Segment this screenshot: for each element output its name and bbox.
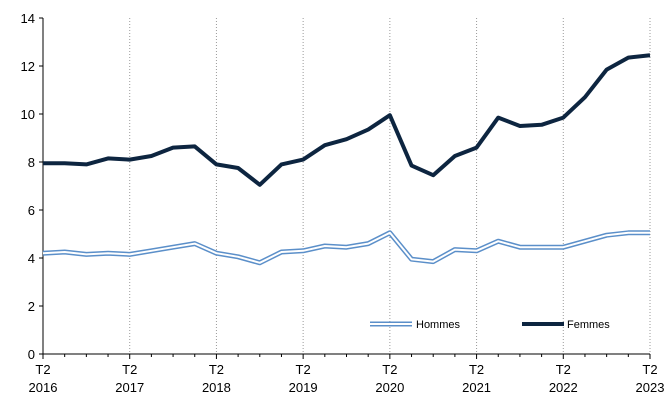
x-tick-label-quarter: T2 [469,362,484,377]
legend-label-femmes: Femmes [567,319,610,331]
y-tick-label: 2 [28,299,35,314]
x-tick-label-year: 2022 [549,380,578,395]
y-tick-label: 6 [28,203,35,218]
x-tick-label-year: 2020 [375,380,404,395]
y-tick-label: 0 [28,347,35,362]
legend-label-hommes: Hommes [416,319,461,331]
y-tick-label: 12 [21,59,35,74]
x-tick-label-quarter: T2 [209,362,224,377]
x-tick-label-year: 2019 [289,380,318,395]
series-line-hommes-inner [42,231,650,264]
grid-layer [129,18,651,354]
legend-item-femmes: Femmes [522,319,610,331]
x-tick-label-year: 2018 [202,380,231,395]
x-tick-label-year: 2017 [115,380,144,395]
x-tick-label-quarter: T2 [556,362,571,377]
y-tick-label: 10 [21,107,35,122]
x-tick-label-quarter: T2 [122,362,137,377]
x-tick-label-year: 2023 [636,380,665,395]
series-line-femmes [43,53,651,187]
legend: Hommes Femmes [370,319,610,331]
y-tick-label: 8 [28,155,35,170]
x-tick-label-quarter: T2 [642,362,657,377]
x-tick-label-year: 2016 [29,380,58,395]
y-tick-label: 4 [28,251,35,266]
axis-layer: 0 2 4 6 8 10 12 14 T2 2016 T2 2017 T2 2018 T2 2019 T2 202… [21,11,665,395]
x-tick-label-quarter: T2 [296,362,311,377]
series-layer [42,53,651,266]
y-tick-label: 14 [21,11,35,26]
legend-item-hommes: Hommes [370,319,461,331]
x-tick-label-year: 2021 [462,380,491,395]
x-tick-label-quarter: T2 [382,362,397,377]
x-tick-label-quarter: T2 [35,362,50,377]
